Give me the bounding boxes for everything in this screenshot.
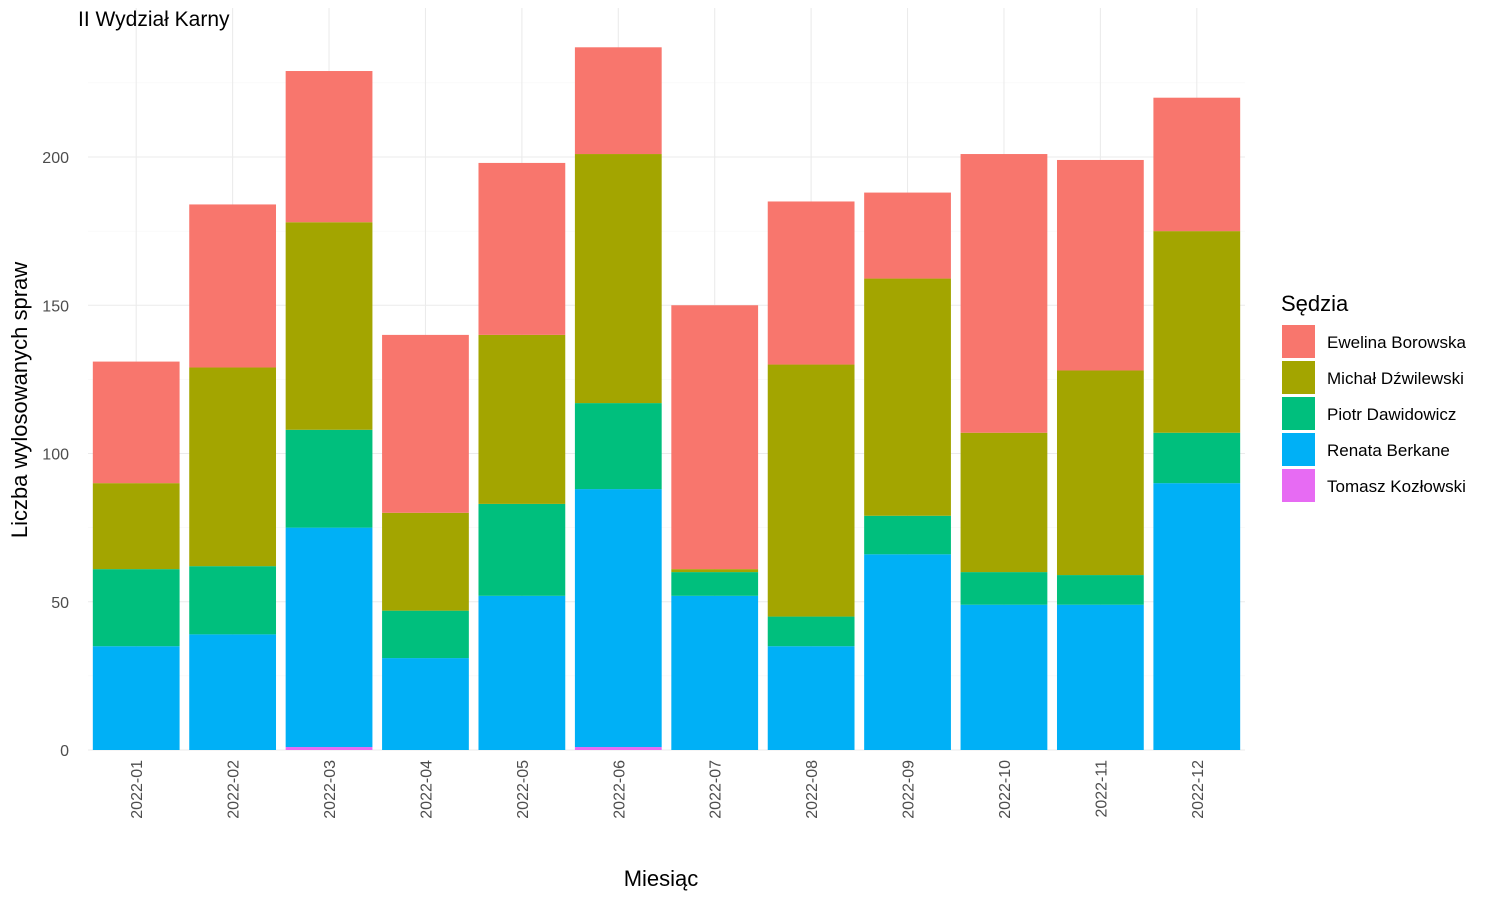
bar-segment (382, 512, 469, 611)
bar-segment (1153, 97, 1241, 232)
bar-segment (1153, 231, 1241, 433)
bar-segment (92, 483, 180, 570)
bar-segment (285, 429, 373, 528)
bar-segment (1056, 159, 1144, 371)
bar-segment (960, 604, 1048, 750)
bar-segment (574, 154, 662, 404)
legend-key (1282, 361, 1315, 394)
bars (92, 47, 1241, 750)
bar-segment (285, 71, 373, 223)
y-axis-ticks: 0 50 100 150 200 (42, 150, 69, 760)
bar-segment (864, 515, 951, 555)
legend: Sędzia Ewelina Borowska Michał Dźwilewski… (1281, 291, 1466, 502)
x-axis-title: Miesiąc (624, 866, 699, 891)
legend-title: Sędzia (1281, 291, 1349, 316)
bar-segment (960, 572, 1048, 605)
bar-segment (671, 305, 759, 570)
y-tick-label: 150 (42, 298, 69, 315)
legend-key (1282, 433, 1315, 466)
bar-segment (864, 192, 951, 279)
x-tick-label: 2022-03 (322, 760, 339, 819)
bar-segment (767, 364, 855, 617)
bar-segment (574, 747, 662, 750)
x-tick-label: 2022-09 (901, 760, 918, 819)
bar-segment (1056, 370, 1144, 576)
y-tick-label: 200 (42, 150, 69, 167)
x-tick-label: 2022-05 (515, 760, 532, 819)
bar-segment (864, 278, 951, 516)
bar-segment (478, 334, 566, 504)
bar-segment (285, 747, 373, 750)
bar-segment (671, 572, 759, 596)
y-tick-label: 0 (60, 743, 69, 760)
legend-label: Ewelina Borowska (1327, 333, 1466, 352)
x-tick-label: 2022-01 (129, 760, 146, 819)
bar-segment (767, 201, 855, 365)
bar-segment (285, 527, 373, 748)
bar-segment (1056, 604, 1144, 750)
bar-segment (864, 554, 951, 750)
x-tick-label: 2022-10 (997, 760, 1014, 819)
legend-key (1282, 325, 1315, 358)
bar-segment (574, 403, 662, 490)
bar-segment (1153, 483, 1241, 750)
bar-segment (382, 658, 469, 750)
bar-segment (574, 47, 662, 155)
x-axis-ticks: 2022-01 2022-02 2022-03 2022-04 2022-05 2022-… (129, 760, 1207, 819)
bar-segment (189, 634, 277, 750)
legend-label: Renata Berkane (1327, 441, 1450, 460)
legend-label: Michał Dźwilewski (1327, 369, 1464, 388)
x-tick-label: 2022-11 (1093, 760, 1110, 818)
bar-segment (960, 154, 1048, 433)
bar-segment (478, 503, 566, 596)
legend-key (1282, 469, 1315, 502)
bar-segment (382, 610, 469, 659)
bar-segment (671, 569, 759, 573)
legend-label: Tomasz Kozłowski (1327, 477, 1466, 496)
chart-title: II Wydział Karny (78, 8, 230, 31)
x-tick-label: 2022-12 (1190, 760, 1207, 819)
bar-segment (1056, 575, 1144, 605)
x-tick-label: 2022-07 (708, 760, 725, 819)
bar-segment (1153, 432, 1241, 484)
bar-segment (478, 162, 566, 335)
x-tick-label: 2022-06 (611, 760, 628, 819)
bar-segment (92, 569, 180, 647)
x-tick-label: 2022-08 (804, 760, 821, 819)
bar-segment (574, 489, 662, 748)
legend-label: Piotr Dawidowicz (1327, 405, 1456, 424)
y-axis-title: Liczba wylosowanych spraw (7, 262, 32, 538)
bar-segment (767, 646, 855, 750)
bar-segment (285, 222, 373, 430)
y-tick-label: 100 (42, 447, 69, 464)
bar-segment (189, 566, 277, 635)
bar-segment (382, 334, 469, 513)
bar-segment (189, 367, 277, 567)
bar-segment (960, 432, 1048, 573)
bar-segment (671, 595, 759, 750)
legend-key (1282, 397, 1315, 430)
bar-segment (478, 595, 566, 750)
bar-segment (767, 616, 855, 647)
x-tick-label: 2022-04 (418, 760, 435, 819)
bar-segment (92, 361, 180, 484)
x-tick-label: 2022-02 (226, 760, 243, 819)
y-tick-label: 50 (51, 595, 69, 612)
bar-segment (92, 646, 180, 750)
bar-segment (189, 204, 277, 368)
